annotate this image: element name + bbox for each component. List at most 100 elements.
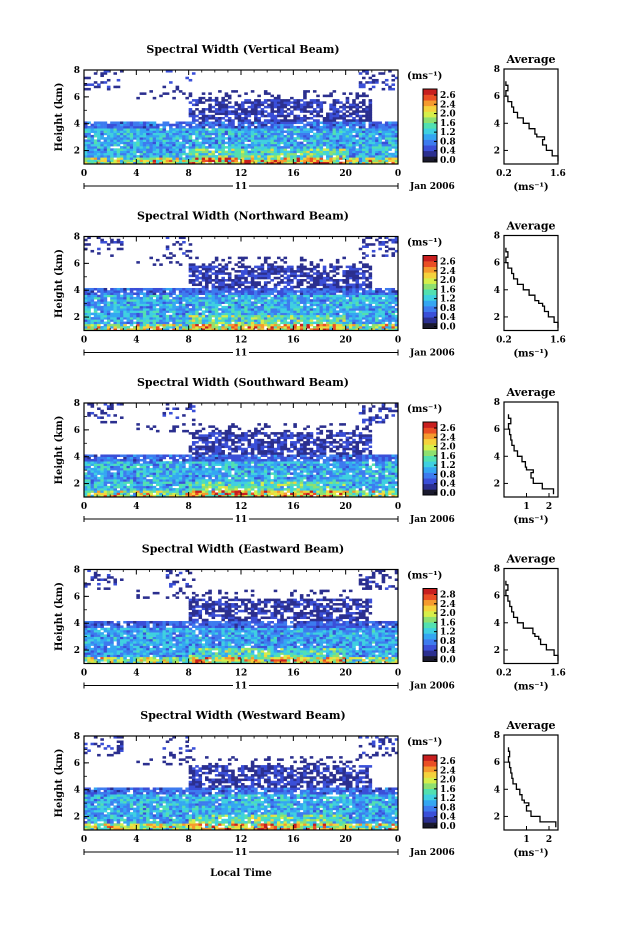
heatmap-cell	[205, 148, 209, 151]
heatmap-cell	[384, 125, 389, 129]
heatmap-cell	[257, 132, 261, 136]
heatmap-cell	[231, 119, 235, 122]
heatmap-cell	[205, 134, 209, 138]
heatmap-cell	[106, 130, 111, 133]
heatmap-cell	[241, 121, 245, 125]
heatmap-cell	[342, 305, 346, 309]
heatmap-cell	[342, 137, 346, 140]
heatmap-cell	[119, 492, 124, 496]
heatmap-cell	[355, 123, 360, 127]
heatmap-cell	[293, 161, 297, 165]
heatmap-cell	[126, 296, 131, 300]
heatmap-cell	[214, 159, 219, 163]
heatmap-cell	[182, 128, 186, 131]
heatmap-cell	[106, 85, 111, 89]
heatmap-cell	[165, 121, 170, 125]
heatmap-cell	[355, 105, 360, 109]
heatmap-cell	[175, 492, 180, 496]
heatmap-cell	[312, 132, 317, 136]
heatmap-cell	[329, 152, 333, 156]
heatmap-cell	[93, 161, 98, 165]
heatmap-cell	[182, 287, 186, 291]
heatmap-cell	[110, 132, 114, 136]
heatmap-cell	[234, 294, 239, 298]
heatmap-cell	[371, 139, 376, 142]
heatmap-cell	[139, 310, 144, 313]
heatmap-cell	[162, 319, 167, 322]
heatmap-cell	[234, 323, 239, 327]
heatmap-cell	[119, 323, 124, 327]
heatmap-cell	[362, 283, 366, 287]
heatmap-cell	[371, 130, 376, 133]
heatmap-cell	[267, 267, 271, 271]
heatmap-cell	[332, 310, 337, 313]
heatmap-cell	[260, 270, 265, 273]
heatmap-cell	[188, 112, 193, 116]
heatmap-cell	[342, 117, 346, 120]
heatmap-cell	[198, 150, 203, 154]
heatmap-cell	[169, 146, 173, 149]
heatmap-cell	[175, 141, 180, 145]
heatmap-cell	[296, 281, 301, 284]
heatmap-cell	[362, 132, 366, 136]
heatmap-cell	[263, 490, 268, 493]
heatmap-cell	[381, 123, 386, 127]
heatmap-cell	[342, 161, 346, 165]
heatmap-cell	[188, 301, 193, 304]
heatmap-cell	[119, 308, 124, 311]
heatmap-cell	[195, 303, 199, 307]
heatmap-cell	[234, 326, 239, 329]
heatmap-cell	[345, 155, 350, 158]
heatmap-cell	[326, 285, 330, 289]
heatmap-cell	[87, 134, 91, 138]
heatmap-cell	[214, 281, 219, 284]
heatmap-cell	[191, 139, 196, 142]
heatmap-cell	[129, 139, 134, 142]
heatmap-cell	[352, 101, 356, 104]
heatmap-cell	[378, 299, 382, 302]
heatmap-cell	[381, 148, 386, 151]
heatmap-cell	[309, 308, 314, 311]
heatmap-cell	[362, 146, 366, 149]
heatmap-cell	[224, 159, 229, 163]
heatmap-cell	[273, 276, 278, 280]
heatmap-cell	[146, 128, 150, 131]
heatmap-cell	[388, 125, 392, 129]
heatmap-cell	[263, 312, 268, 316]
heatmap-cell	[247, 317, 252, 320]
heatmap-cell	[303, 303, 307, 307]
heatmap-cell	[126, 137, 131, 140]
heatmap-cell	[227, 494, 232, 498]
heatmap-cell	[276, 94, 281, 98]
heatmap-cell	[195, 274, 199, 278]
heatmap-cell	[299, 256, 304, 260]
heatmap-cell	[280, 319, 284, 322]
heatmap-cell	[319, 303, 324, 307]
heatmap-cell	[198, 132, 203, 136]
heatmap-cell	[211, 110, 216, 113]
heatmap-cell	[178, 303, 183, 307]
heatmap-cell	[241, 110, 245, 113]
heatmap-cell	[172, 328, 176, 331]
heatmap-cell	[250, 128, 255, 131]
heatmap-cell	[231, 308, 235, 311]
colorbar-tick-label: 2.6	[440, 91, 456, 101]
heatmap-cell	[90, 301, 95, 304]
heatmap-cell	[149, 305, 153, 309]
heatmap-cell	[159, 137, 163, 140]
heatmap-cell	[273, 139, 278, 142]
heatmap-cell	[322, 132, 327, 136]
heatmap-cell	[296, 265, 301, 269]
heatmap-cell	[195, 292, 199, 295]
heatmap-cell	[293, 108, 297, 111]
heatmap-cell	[280, 139, 284, 142]
heatmap-cell	[263, 272, 268, 275]
heatmap-cell	[257, 110, 261, 113]
heatmap-cell	[231, 105, 235, 109]
heatmap-cell	[93, 143, 98, 147]
heatmap-cell	[201, 326, 206, 329]
heatmap-cell	[371, 296, 376, 300]
heatmap-cell	[195, 287, 199, 291]
heatmap-cell	[322, 159, 327, 163]
colorbar-segment	[423, 266, 437, 273]
